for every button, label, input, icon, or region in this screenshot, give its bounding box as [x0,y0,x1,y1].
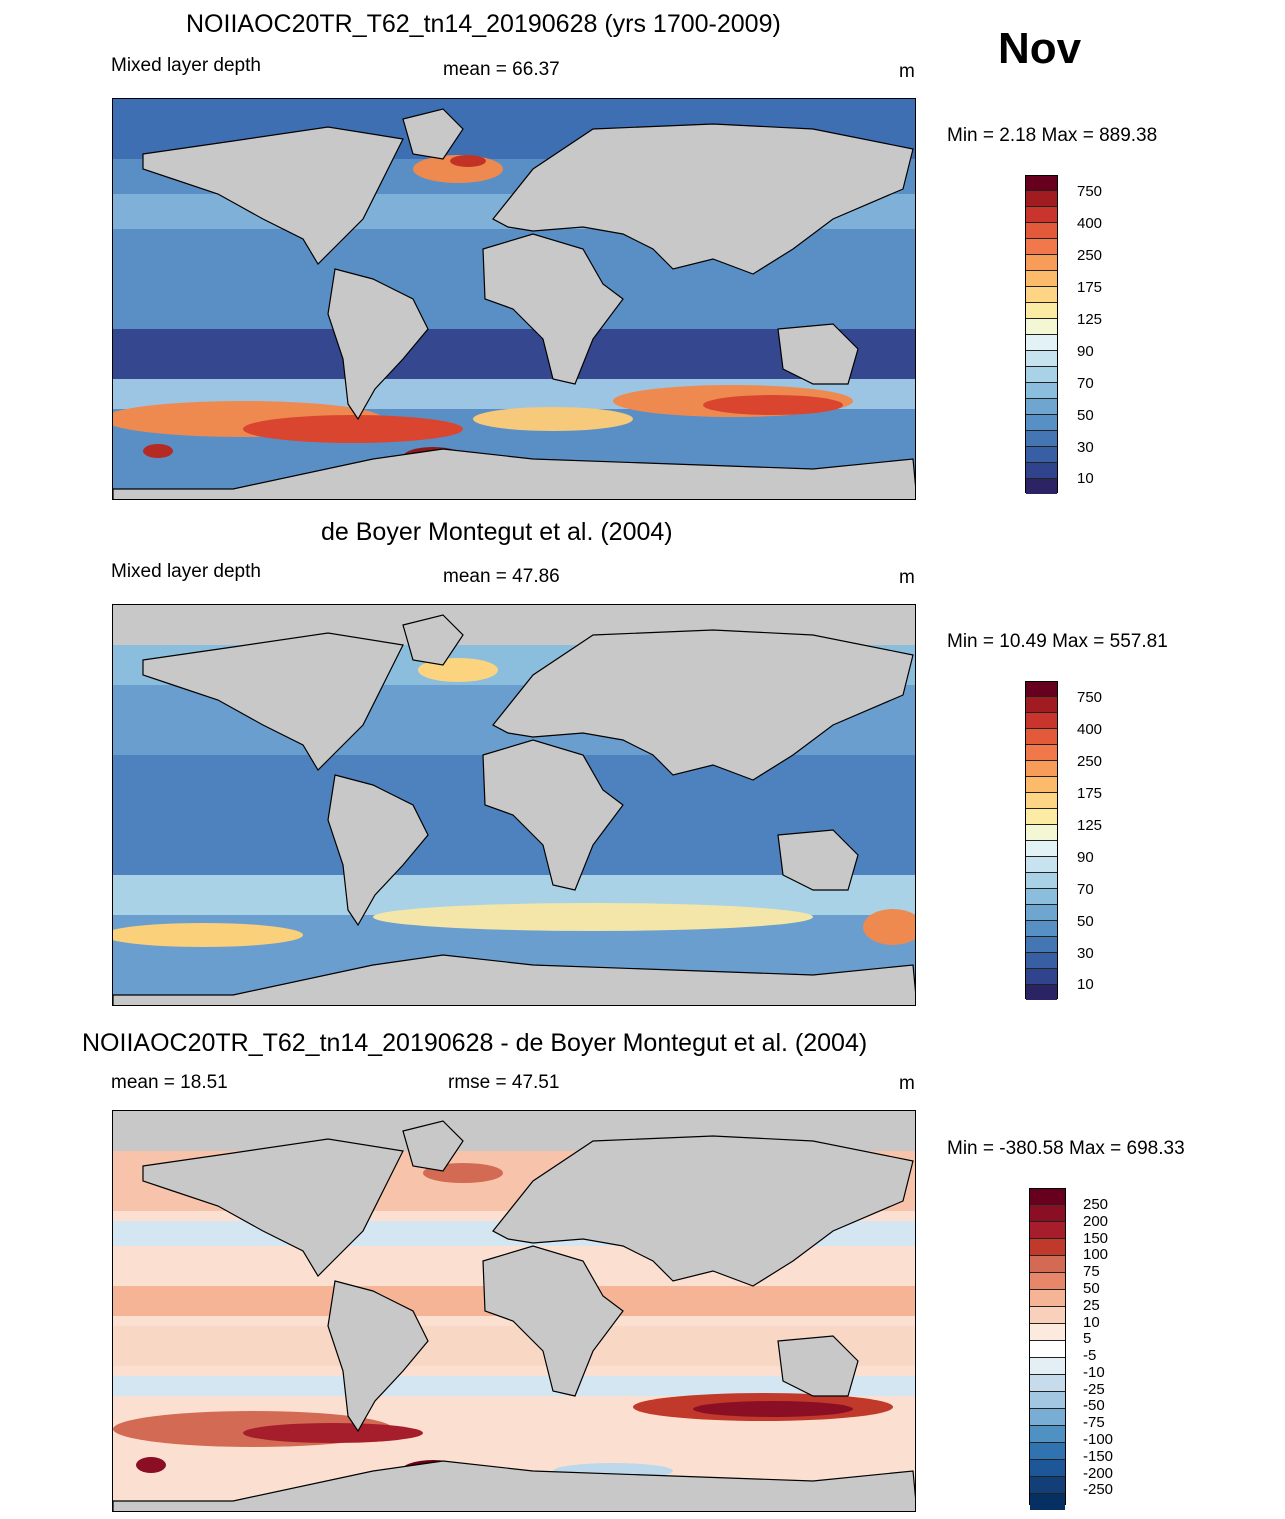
panel3-cbar-label: -150 [1083,1448,1114,1465]
panel3-cbar-label: 150 [1083,1230,1109,1247]
panel1-cbar-label: 125 [1077,311,1103,328]
panel3-cbar-label: 250 [1083,1196,1109,1213]
panel1-cbar-label: 70 [1077,375,1094,392]
panel2-minmax: Min = 10.49 Max = 557.81 [947,631,1168,652]
panel2-colorbar [1025,681,1058,1000]
panel3-units: m [899,1073,915,1094]
panel1-left-label: Mixed layer depth [111,55,261,76]
panel2-cbar-label: 70 [1077,881,1094,898]
panel2-cbar-label: 50 [1077,913,1094,930]
panel3-cbar-label: -75 [1083,1414,1105,1431]
panel2-title: de Boyer Montegut et al. (2004) [321,518,673,546]
panel2-cbar-label: 125 [1077,817,1103,834]
panel2-cbar-label: 90 [1077,849,1094,866]
panel1-units: m [899,61,915,82]
panel3-title: NOIIAOC20TR_T62_tn14_20190628 - de Boyer… [82,1029,868,1057]
panel3-cbar-label: 200 [1083,1213,1109,1230]
panel2-cbar-label: 175 [1077,785,1103,802]
panel1-mean: mean = 66.37 [443,59,560,80]
panel2-cbar-label: 750 [1077,689,1103,706]
panel1-title: NOIIAOC20TR_T62_tn14_20190628 (yrs 1700-… [186,10,781,38]
panel3-cbar-label: -100 [1083,1431,1114,1448]
panel3-cbar-label: -200 [1083,1465,1114,1482]
panel1-colorbar [1025,175,1058,494]
panel1-cbar-label: 250 [1077,247,1103,264]
panel2-units: m [899,567,915,588]
panel1-cbar-label: 30 [1077,439,1094,456]
panel3-cbar-label: 50 [1083,1280,1100,1297]
panel3-minmax: Min = -380.58 Max = 698.33 [947,1138,1185,1159]
panel2-mean: mean = 47.86 [443,566,560,587]
panel1-cbar-label: 10 [1077,470,1094,487]
panel1-cbar-label: 750 [1077,183,1103,200]
panel1-cbar-label: 50 [1077,407,1094,424]
panel1-cbar-label: 90 [1077,343,1094,360]
panel2-map [112,604,916,1006]
panel3-cbar-label: 25 [1083,1297,1100,1314]
panel3-cbar-label: -250 [1083,1481,1114,1498]
panel3-cbar-label: -25 [1083,1381,1105,1398]
panel2-left-label: Mixed layer depth [111,561,261,582]
panel3-cbar-label: 5 [1083,1330,1092,1347]
panel1-cbar-label: 175 [1077,279,1103,296]
panel2-cbar-label: 30 [1077,945,1094,962]
panel3-cbar-label: -5 [1083,1347,1097,1364]
panel3-colorbar [1029,1188,1066,1510]
panel3-map [112,1110,916,1512]
month-label: Nov [998,24,1082,73]
panel3-cbar-label: 10 [1083,1314,1100,1331]
panel3-cbar-label: -50 [1083,1397,1105,1414]
panel3-rmse: rmse = 47.51 [448,1072,560,1093]
panel3-mean: mean = 18.51 [111,1072,228,1093]
panel2-cbar-label: 250 [1077,753,1103,770]
panel1-map [112,98,916,500]
panel2-cbar-label: 10 [1077,976,1094,993]
panel3-cbar-label: 75 [1083,1263,1100,1280]
panel2-cbar-label: 400 [1077,721,1103,738]
panel3-cbar-label: -10 [1083,1364,1105,1381]
panel1-cbar-label: 400 [1077,215,1103,232]
panel3-cbar-label: 100 [1083,1246,1109,1263]
panel1-minmax: Min = 2.18 Max = 889.38 [947,125,1158,146]
